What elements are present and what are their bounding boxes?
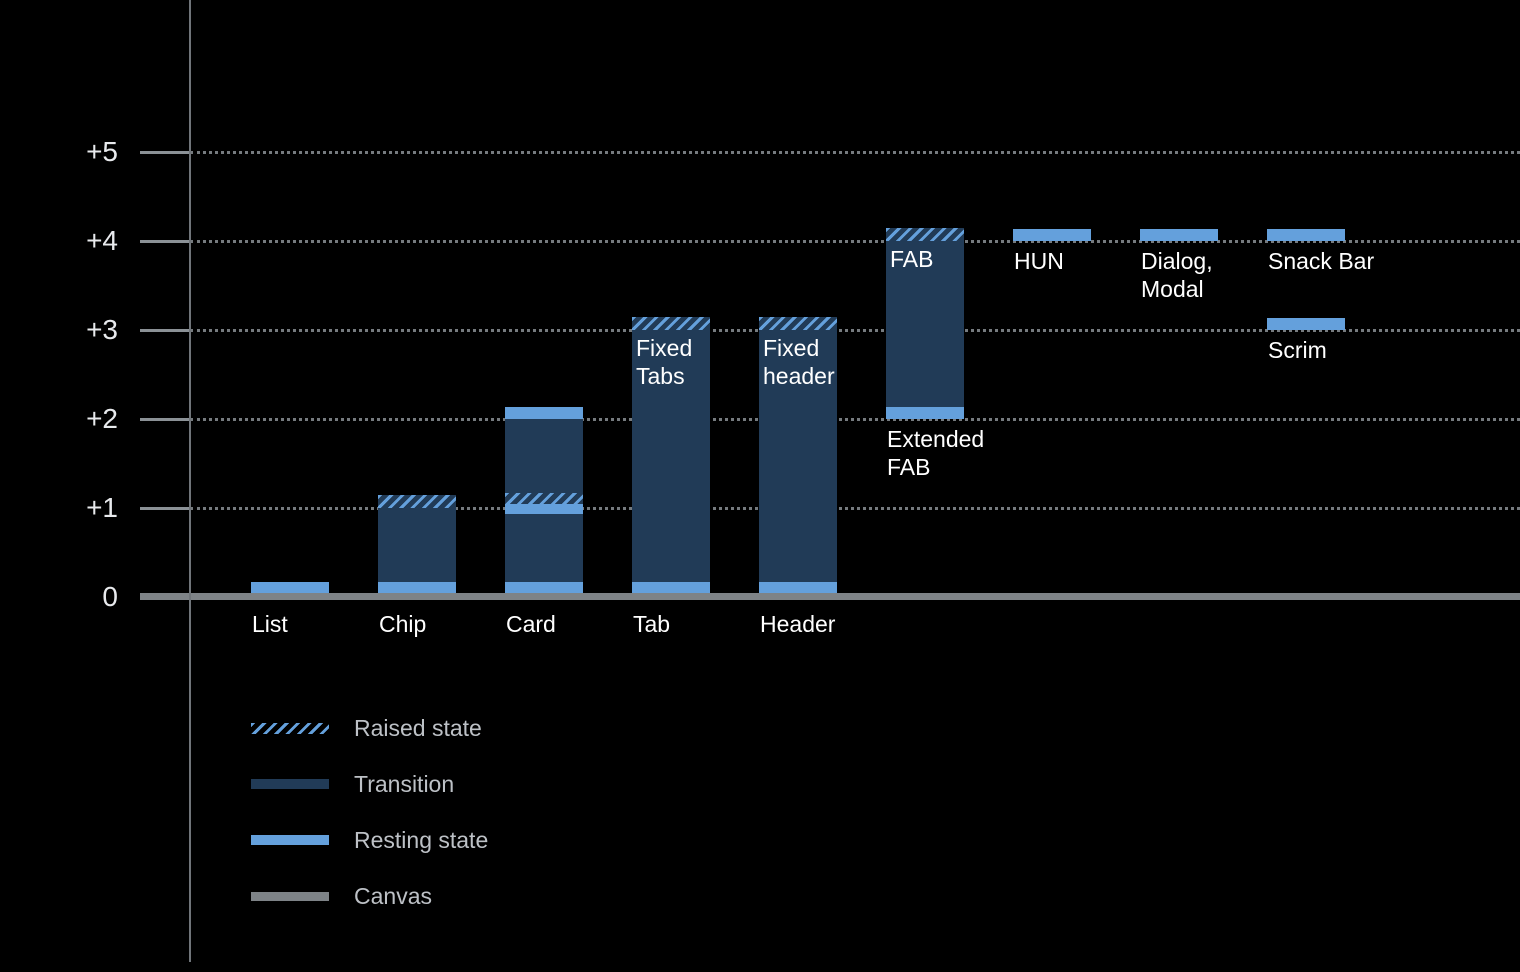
y-axis-label-+1: +1 — [86, 492, 118, 523]
gridline-+3 — [190, 329, 1520, 332]
bar-segment-resting-extended-fab — [886, 407, 964, 419]
bar-segment-raised-header — [759, 316, 837, 330]
bar-segment-resting-header — [759, 581, 837, 593]
bar-segment-transition-chip — [378, 508, 456, 582]
y-axis-tick-+1 — [140, 507, 190, 510]
gridline-+2 — [190, 418, 1520, 421]
bar-segment-transition-tab — [632, 330, 710, 582]
bar-segment-resting-tab — [632, 581, 710, 593]
y-axis-label-+3: +3 — [86, 314, 118, 345]
bar-label-chip: Chip — [379, 611, 427, 637]
bar-label-hun: HUN — [1014, 248, 1064, 274]
bar-label-list: List — [252, 611, 288, 637]
canvas-baseline — [140, 593, 1520, 600]
bar-segment-raised-extended-fab — [886, 227, 964, 241]
y-axis-label-+2: +2 — [86, 403, 118, 434]
y-axis-tick-+3 — [140, 329, 190, 332]
y-axis-tick-+4 — [140, 240, 190, 243]
bar-segment-resting-chip — [378, 581, 456, 593]
bar-segment-resting-card — [505, 503, 583, 515]
bar-segment-raised-tab — [632, 316, 710, 330]
bar-segment-resting-card — [505, 581, 583, 593]
bar-segment-resting-hun — [1013, 228, 1091, 241]
bar-label-dialog-modal: Dialog, Modal — [1141, 248, 1213, 302]
bar-inner-label-header: Fixed header — [763, 334, 835, 389]
raised-state-swatch-icon — [251, 722, 329, 734]
y-axis-tick-+2 — [140, 418, 190, 421]
bar-segment-transition-extended-fab — [886, 241, 964, 408]
resting-state-swatch-icon — [251, 835, 329, 845]
legend-item-canvas: Canvas — [251, 868, 488, 924]
bar-inner-label-tab: Fixed Tabs — [636, 334, 693, 389]
bar-segment-transition-header — [759, 330, 837, 582]
y-axis-label-+5: +5 — [86, 136, 118, 167]
y-axis-tick-+5 — [140, 151, 190, 154]
legend-label-transition: Transition — [354, 770, 455, 797]
bar-label-header: Header — [760, 611, 836, 637]
bar-label-snack-bar: Snack Bar — [1268, 248, 1375, 274]
gridline-+4 — [190, 240, 1520, 243]
y-axis-line — [189, 0, 191, 962]
bar-segment-transition-card — [505, 514, 583, 582]
canvas-swatch-icon — [251, 891, 329, 901]
bar-inner-label-extended-fab: FAB — [890, 245, 934, 272]
legend-item-raised-state: Raised state — [251, 700, 488, 756]
bar-segment-raised-chip — [378, 494, 456, 508]
gridline-+1 — [190, 507, 1520, 510]
bar-label-card: Card — [506, 611, 556, 637]
bar-segment-resting-dialog-modal — [1140, 228, 1218, 241]
bar-segment-raised-card — [505, 492, 583, 504]
bar-segment-resting-list — [251, 581, 329, 593]
bar-label-tab: Tab — [633, 611, 671, 637]
legend-label-canvas: Canvas — [354, 882, 432, 909]
bar-segment-resting-scrim — [1267, 317, 1345, 330]
gridline-+5 — [190, 151, 1520, 154]
bar-segment-resting-snack-bar — [1267, 228, 1345, 241]
legend-item-transition: Transition — [251, 756, 488, 812]
transition-swatch-icon — [251, 779, 329, 789]
bar-segment-transition-card — [505, 419, 583, 493]
bar-label-extended-fab: Extended FAB — [887, 426, 985, 480]
bar-label-scrim: Scrim — [1268, 337, 1327, 363]
y-axis-label-0: 0 — [102, 581, 118, 612]
y-axis-label-+4: +4 — [86, 225, 118, 256]
legend-label-resting-state: Resting state — [354, 826, 489, 853]
legend-label-raised-state: Raised state — [354, 714, 482, 741]
legend-item-resting-state: Resting state — [251, 812, 488, 868]
chart-legend: Raised state Transition Resting state Ca… — [251, 700, 488, 924]
bar-segment-resting-card — [505, 407, 583, 419]
